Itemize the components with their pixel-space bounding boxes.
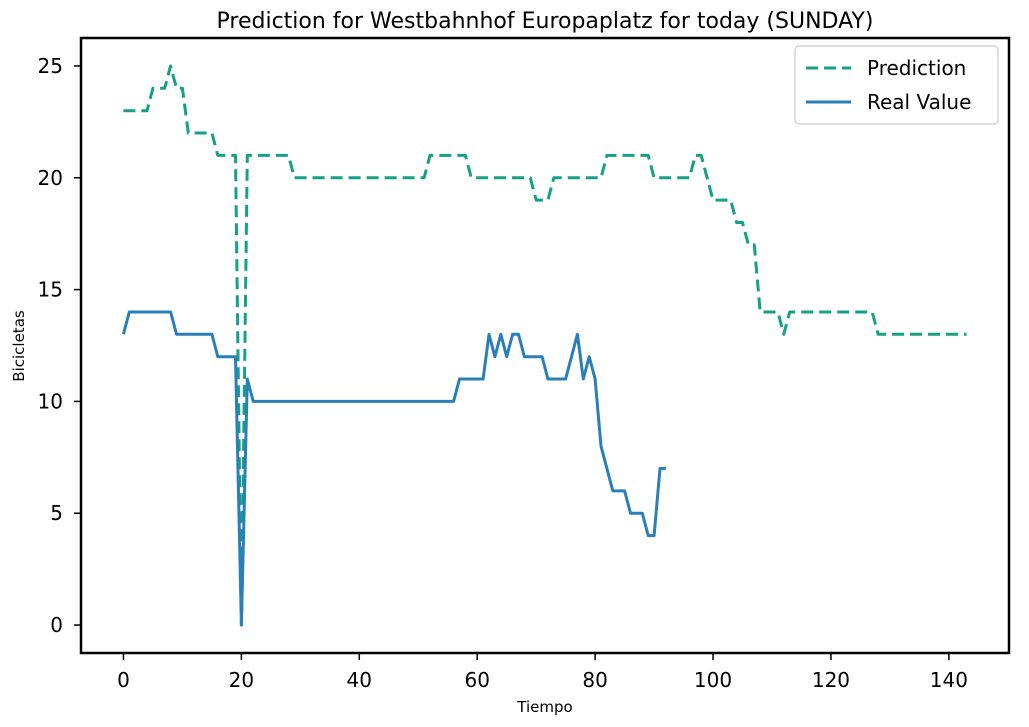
- series-layer: [121, 64, 967, 627]
- x-tick-label: 40: [347, 668, 372, 692]
- x-tick-label: 0: [117, 668, 130, 692]
- x-tick-label: 100: [694, 668, 732, 692]
- x-tick-label: 120: [812, 668, 850, 692]
- series-line-real-value: [121, 310, 666, 627]
- x-tick-label: 60: [464, 668, 489, 692]
- y-axis-label: Bicicletas: [10, 310, 28, 382]
- y-tick-label: 20: [38, 166, 63, 190]
- legend-box: [794, 45, 999, 125]
- x-tick-label: 80: [582, 668, 607, 692]
- x-axis-label: Tiempo: [516, 698, 572, 716]
- y-tick-label: 15: [38, 278, 63, 302]
- plot-frame: [79, 36, 1011, 655]
- legend-label-real-value: Real Value: [867, 90, 971, 114]
- y-tick-label: 10: [38, 389, 63, 413]
- legend-label-prediction: Prediction: [867, 56, 966, 80]
- y-tick-label: 5: [50, 501, 63, 525]
- series-line-prediction: [123, 64, 967, 627]
- legend: Prediction Real Value: [794, 45, 999, 125]
- y-axis: 0 5 10 15 20 25: [38, 54, 81, 637]
- y-tick-label: 25: [38, 54, 63, 78]
- x-axis: 0 20 40 60 80 100 120 140: [117, 653, 968, 692]
- x-tick-label: 20: [229, 668, 254, 692]
- y-tick-label: 0: [50, 613, 63, 637]
- x-tick-label: 140: [930, 668, 968, 692]
- chart-title: Prediction for Westbahnhof Europaplatz f…: [217, 9, 874, 34]
